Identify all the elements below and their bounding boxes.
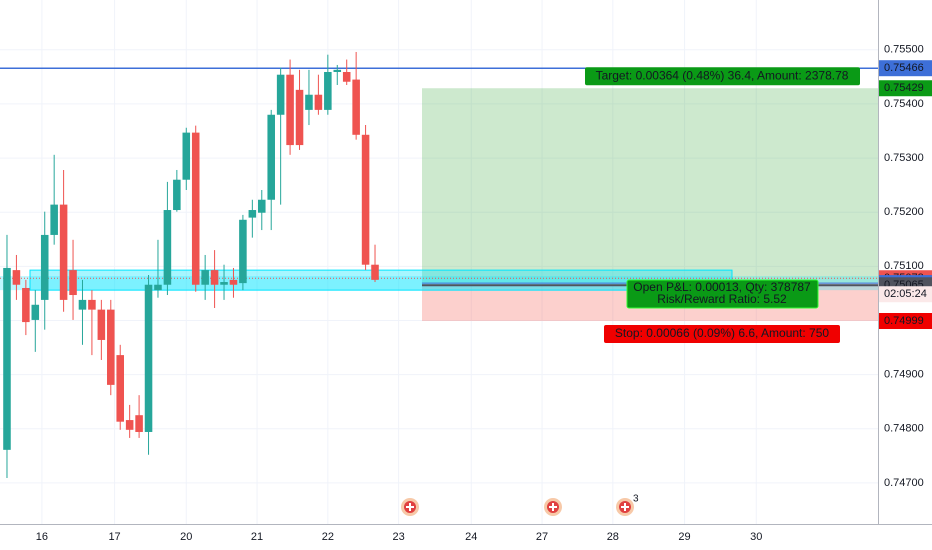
candle-body xyxy=(295,89,304,146)
event-icon-plus xyxy=(549,503,557,511)
candle-body xyxy=(135,415,143,432)
stop-label: Stop: 0.00066 (0.09%) 6.6, Amount: 750 xyxy=(615,326,829,340)
x-tick-label: 28 xyxy=(607,531,619,543)
candle-body xyxy=(239,219,247,284)
candle-body xyxy=(69,270,77,296)
stop-label-box xyxy=(604,325,840,344)
candle-body xyxy=(3,267,11,450)
candle-body xyxy=(305,94,313,110)
candle-body xyxy=(267,114,275,200)
price-marker-label: 0.75429 xyxy=(884,82,924,94)
candle-body xyxy=(229,279,238,285)
candle-body xyxy=(220,282,228,285)
candle-body xyxy=(78,299,87,310)
candles xyxy=(3,51,379,478)
x-tick-label: 20 xyxy=(180,531,192,543)
y-tick-label: 0.74900 xyxy=(884,369,924,381)
candle-body xyxy=(286,74,294,146)
x-tick-label: 23 xyxy=(392,531,404,543)
candle-body xyxy=(144,284,153,432)
y-tick-label: 0.75500 xyxy=(884,44,924,56)
candle-body xyxy=(116,355,124,422)
candle-body xyxy=(50,204,58,235)
price-marker xyxy=(879,313,932,330)
labels: Target: 0.00364 (0.48%) 36.4, Amount: 23… xyxy=(585,67,860,344)
target-label-box xyxy=(585,67,860,86)
candle-body xyxy=(40,234,49,300)
candle-body xyxy=(59,204,68,300)
candle-body xyxy=(333,69,342,72)
x-tick-label: 21 xyxy=(251,531,263,543)
price-marker-label: 0.75466 xyxy=(884,62,924,74)
candle-body xyxy=(361,134,370,265)
y-tick-label: 0.75100 xyxy=(884,260,924,272)
candle-body xyxy=(371,264,379,280)
x-tick-label: 17 xyxy=(108,531,120,543)
y-tick-label: 0.75300 xyxy=(884,152,924,164)
candle-body xyxy=(12,270,21,285)
y-tick-label: 0.75200 xyxy=(884,206,924,218)
candle-body xyxy=(97,309,106,340)
candle-body xyxy=(107,309,115,385)
y-tick-label: 0.74700 xyxy=(884,477,924,489)
event-icon-plus xyxy=(621,503,629,511)
x-tick-label: 16 xyxy=(36,531,48,543)
x-tick-label: 22 xyxy=(322,531,334,543)
price-marker-label: 0.74999 xyxy=(884,315,924,327)
x-tick-label: 30 xyxy=(750,531,762,543)
x-tick-label: 27 xyxy=(536,531,548,543)
candle-body xyxy=(88,299,96,310)
countdown-box xyxy=(879,286,932,303)
candle-body xyxy=(191,132,200,285)
candle-body xyxy=(258,199,266,213)
event-icon-plus xyxy=(406,503,414,511)
x-tick-label: 24 xyxy=(465,531,477,543)
event-badge: 3 xyxy=(633,494,639,505)
candle-body xyxy=(154,284,162,291)
target-label: Target: 0.00364 (0.48%) 36.4, Amount: 23… xyxy=(596,68,849,82)
y-tick-label: 0.74800 xyxy=(884,423,924,435)
candle-body xyxy=(201,270,209,285)
candle-body xyxy=(31,304,40,320)
candle-body xyxy=(125,420,134,430)
candle-body xyxy=(163,210,172,285)
candle-body xyxy=(210,270,219,285)
price-marker xyxy=(879,80,932,97)
candle-body xyxy=(314,94,323,110)
candle-body xyxy=(342,71,351,82)
countdown: 02:05:24 xyxy=(884,288,927,300)
candle-body xyxy=(352,79,360,135)
candle-body xyxy=(324,71,332,110)
price-marker xyxy=(879,60,932,77)
y-tick-label: 0.75400 xyxy=(884,98,924,110)
candle-body xyxy=(22,287,30,323)
pnl-label: Risk/Reward Ratio: 5.52 xyxy=(657,292,787,306)
pnl-label-box xyxy=(626,279,819,309)
candle-body xyxy=(173,179,181,211)
candle-body xyxy=(276,74,285,115)
x-tick-label: 29 xyxy=(678,531,690,543)
pnl-label: Open P&L: 0.00013, Qty: 378787 xyxy=(633,280,811,294)
target-zone xyxy=(422,88,878,284)
event-icons: 3 xyxy=(401,494,639,516)
axes: 0.747000.748000.749000.750000.751000.752… xyxy=(36,44,932,543)
candle-body xyxy=(182,132,191,180)
candle-body xyxy=(248,210,257,218)
